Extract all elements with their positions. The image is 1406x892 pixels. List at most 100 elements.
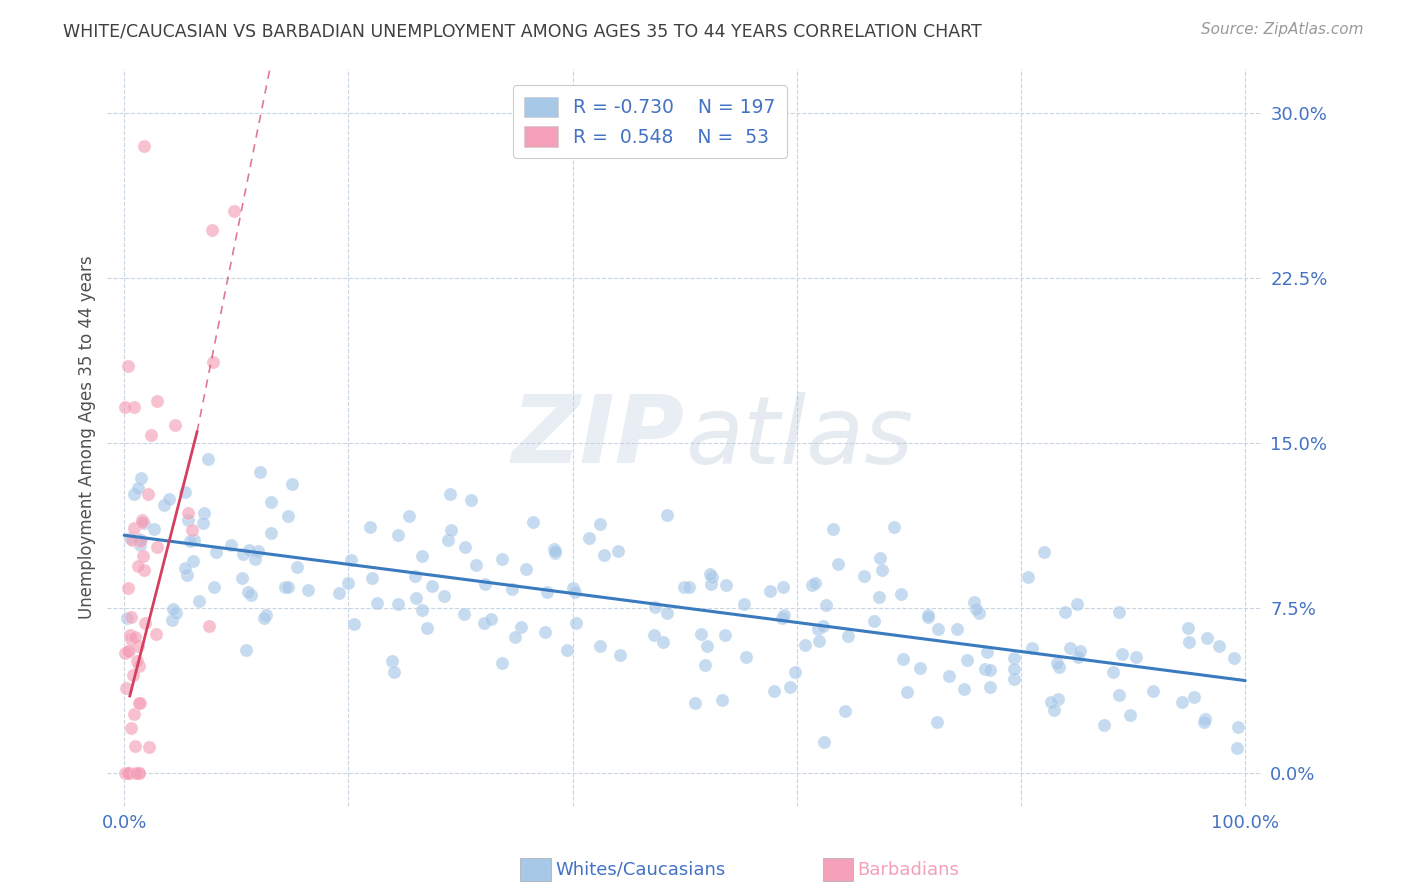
Point <box>515 561 537 575</box>
Point <box>1002 650 1025 665</box>
Point <box>387 528 409 542</box>
Point <box>245 552 267 566</box>
Point <box>117 766 139 780</box>
Text: Barbadians: Barbadians <box>858 861 959 879</box>
Point <box>643 628 665 642</box>
Point <box>555 642 578 657</box>
Point <box>120 609 142 624</box>
Point <box>1192 715 1215 730</box>
Point <box>162 602 184 616</box>
Point <box>340 553 363 567</box>
Text: Whites/Caucasians: Whites/Caucasians <box>555 861 725 879</box>
Point <box>201 223 224 237</box>
Point <box>1125 649 1147 664</box>
Point <box>254 607 277 622</box>
Point <box>862 615 884 629</box>
Point <box>179 534 201 549</box>
Point <box>1226 741 1249 756</box>
Point <box>834 704 856 718</box>
Point <box>420 579 443 593</box>
Point <box>366 596 388 610</box>
Point <box>1171 695 1194 709</box>
Point <box>673 580 696 594</box>
Point <box>238 542 260 557</box>
Point <box>1208 640 1230 654</box>
Point <box>387 597 409 611</box>
Point <box>779 681 801 695</box>
Point <box>868 590 890 604</box>
Point <box>142 522 165 536</box>
Point <box>134 138 156 153</box>
Point <box>125 766 148 780</box>
Point <box>967 606 990 620</box>
Point <box>1195 631 1218 645</box>
Point <box>693 658 716 673</box>
Point <box>453 607 475 621</box>
Point <box>277 580 299 594</box>
Point <box>297 583 319 598</box>
Point <box>800 578 823 592</box>
Point <box>651 635 673 649</box>
Point <box>337 576 360 591</box>
Point <box>440 523 463 537</box>
Point <box>124 630 146 644</box>
Point <box>127 481 149 495</box>
Point <box>714 578 737 592</box>
Point <box>122 486 145 500</box>
Point <box>536 585 558 599</box>
Point <box>1102 665 1125 680</box>
Point <box>965 601 987 615</box>
Point <box>165 607 187 621</box>
Point <box>239 588 262 602</box>
Point <box>946 623 969 637</box>
Point <box>543 544 565 558</box>
Point <box>202 580 225 594</box>
Point <box>491 656 513 670</box>
Point <box>124 739 146 753</box>
Point <box>927 622 949 636</box>
Point <box>1178 635 1201 649</box>
Point <box>1039 695 1062 709</box>
Point <box>562 582 585 596</box>
Point <box>138 740 160 755</box>
Point <box>807 622 830 636</box>
Point <box>253 611 276 625</box>
Point <box>247 544 270 558</box>
Point <box>910 661 932 675</box>
Point <box>678 580 700 594</box>
Point <box>564 585 586 599</box>
Point <box>522 515 544 529</box>
Point <box>120 531 142 545</box>
Point <box>125 654 148 668</box>
Point <box>129 471 152 485</box>
Point <box>609 648 631 662</box>
Point <box>710 692 733 706</box>
Point <box>159 491 181 506</box>
Point <box>359 520 381 534</box>
Point <box>813 734 835 748</box>
Point <box>827 558 849 572</box>
Point <box>565 616 588 631</box>
Point <box>260 495 283 509</box>
Point <box>411 603 433 617</box>
Point <box>837 629 859 643</box>
Point <box>177 513 200 527</box>
Point <box>1059 641 1081 656</box>
Point <box>183 554 205 568</box>
Point <box>146 541 169 555</box>
Point <box>474 577 496 591</box>
Point <box>131 516 153 530</box>
Point <box>808 633 831 648</box>
Point <box>114 400 136 414</box>
Point <box>122 668 145 682</box>
Point <box>785 665 807 679</box>
Point <box>772 607 794 622</box>
Point <box>592 548 614 562</box>
Point <box>606 544 628 558</box>
Point <box>460 493 482 508</box>
Point <box>1194 712 1216 726</box>
Point <box>472 615 495 630</box>
Point <box>120 721 142 735</box>
Point <box>1108 688 1130 702</box>
Point <box>132 563 155 577</box>
